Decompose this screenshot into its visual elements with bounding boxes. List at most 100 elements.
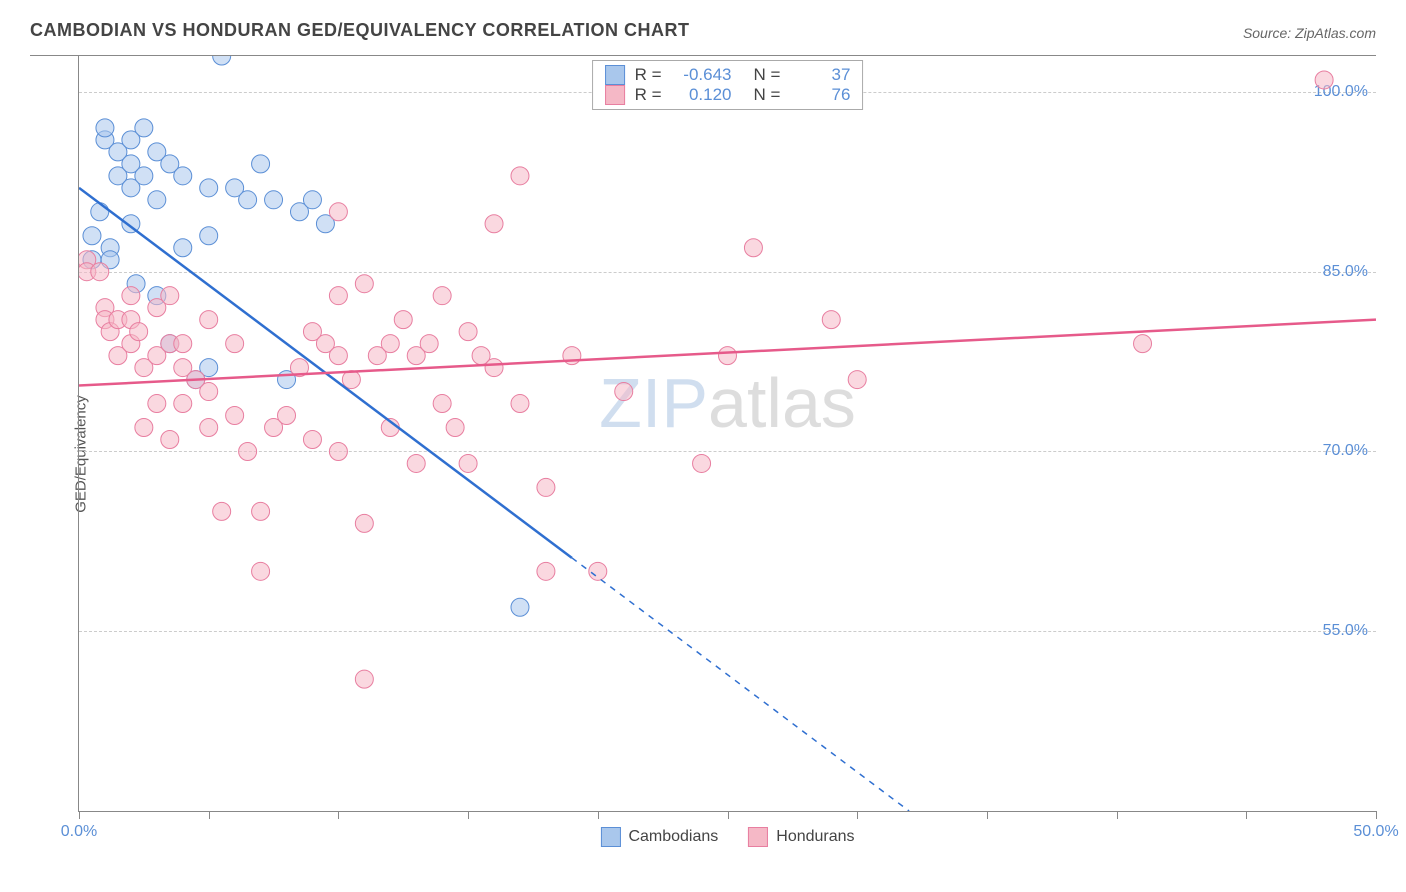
legend-r-label: R = xyxy=(635,85,662,105)
data-point xyxy=(252,562,270,580)
trend-line xyxy=(79,320,1376,386)
data-point xyxy=(161,430,179,448)
plot-region: ZIPatlas R =-0.643N =37R =0.120N =76 Cam… xyxy=(78,56,1376,812)
data-point xyxy=(329,347,347,365)
data-point xyxy=(420,335,438,353)
data-point xyxy=(355,514,373,532)
data-point xyxy=(135,119,153,137)
data-point xyxy=(174,167,192,185)
legend-r-value: -0.643 xyxy=(672,65,732,85)
legend-swatch xyxy=(605,65,625,85)
data-point xyxy=(91,263,109,281)
data-point xyxy=(83,227,101,245)
trend-line-dashed xyxy=(572,558,909,811)
legend-correlation-row: R = -0.643 N = 37 xyxy=(605,65,851,85)
data-point xyxy=(200,419,218,437)
data-point xyxy=(446,419,464,437)
legend-swatch xyxy=(605,85,625,105)
data-point xyxy=(719,347,737,365)
legend-r-label: R = xyxy=(635,65,662,85)
data-point xyxy=(537,562,555,580)
data-point xyxy=(303,191,321,209)
data-point xyxy=(252,502,270,520)
data-point xyxy=(278,407,296,425)
data-point xyxy=(239,442,257,460)
x-tick xyxy=(468,811,469,819)
data-point xyxy=(135,419,153,437)
legend-series-item: Hondurans xyxy=(748,827,854,847)
data-point xyxy=(174,239,192,257)
data-point xyxy=(615,383,633,401)
data-point xyxy=(511,395,529,413)
source-label: Source: ZipAtlas.com xyxy=(1243,25,1376,41)
data-point xyxy=(744,239,762,257)
data-point xyxy=(174,335,192,353)
chart-title: CAMBODIAN VS HONDURAN GED/EQUIVALENCY CO… xyxy=(30,20,690,41)
data-point xyxy=(329,203,347,221)
data-point xyxy=(394,311,412,329)
x-tick xyxy=(728,811,729,819)
data-point xyxy=(200,227,218,245)
x-tick xyxy=(79,811,80,819)
data-point xyxy=(303,430,321,448)
x-tick xyxy=(1376,811,1377,819)
data-point xyxy=(329,442,347,460)
legend-r-value: 0.120 xyxy=(672,85,732,105)
data-point xyxy=(122,287,140,305)
data-point xyxy=(96,119,114,137)
data-point xyxy=(213,502,231,520)
legend-series-label: Cambodians xyxy=(628,828,718,846)
data-point xyxy=(589,562,607,580)
legend-correlation: R = -0.643 N = 37 R = 0.120 N = 76 xyxy=(592,60,864,110)
data-point xyxy=(433,287,451,305)
data-point xyxy=(511,598,529,616)
data-point xyxy=(135,167,153,185)
data-point xyxy=(239,191,257,209)
legend-series: Cambodians Hondurans xyxy=(600,827,854,847)
data-point xyxy=(130,323,148,341)
x-tick xyxy=(1246,811,1247,819)
legend-swatch xyxy=(748,827,768,847)
legend-n-label: N = xyxy=(754,85,781,105)
data-point xyxy=(226,335,244,353)
data-point xyxy=(200,383,218,401)
data-point xyxy=(226,407,244,425)
data-point xyxy=(161,287,179,305)
legend-n-label: N = xyxy=(754,65,781,85)
x-tick-label: 0.0% xyxy=(61,823,97,841)
data-point xyxy=(511,167,529,185)
legend-correlation-row: R = 0.120 N = 76 xyxy=(605,85,851,105)
data-point xyxy=(822,311,840,329)
x-tick xyxy=(598,811,599,819)
chart-area: GED/Equivalency ZIPatlas R =-0.643N =37R… xyxy=(30,55,1376,852)
data-point xyxy=(252,155,270,173)
legend-n-value: 37 xyxy=(790,65,850,85)
data-point xyxy=(485,215,503,233)
x-tick xyxy=(1117,811,1118,819)
data-point xyxy=(459,454,477,472)
data-point xyxy=(407,454,425,472)
data-point xyxy=(485,359,503,377)
data-point xyxy=(693,454,711,472)
data-point xyxy=(1315,71,1333,89)
legend-n-value: 76 xyxy=(790,85,850,105)
data-point xyxy=(148,191,166,209)
data-point xyxy=(355,670,373,688)
data-point xyxy=(174,395,192,413)
data-point xyxy=(329,287,347,305)
data-point xyxy=(148,395,166,413)
data-point xyxy=(537,478,555,496)
data-point xyxy=(213,56,231,65)
data-point xyxy=(381,335,399,353)
data-point xyxy=(433,395,451,413)
data-point xyxy=(355,275,373,293)
legend-series-item: Cambodians xyxy=(600,827,718,847)
x-tick xyxy=(338,811,339,819)
data-point xyxy=(91,203,109,221)
legend-series-label: Hondurans xyxy=(776,828,854,846)
data-point xyxy=(200,179,218,197)
data-point xyxy=(265,191,283,209)
data-point xyxy=(848,371,866,389)
x-tick-label: 50.0% xyxy=(1353,823,1398,841)
x-tick xyxy=(987,811,988,819)
